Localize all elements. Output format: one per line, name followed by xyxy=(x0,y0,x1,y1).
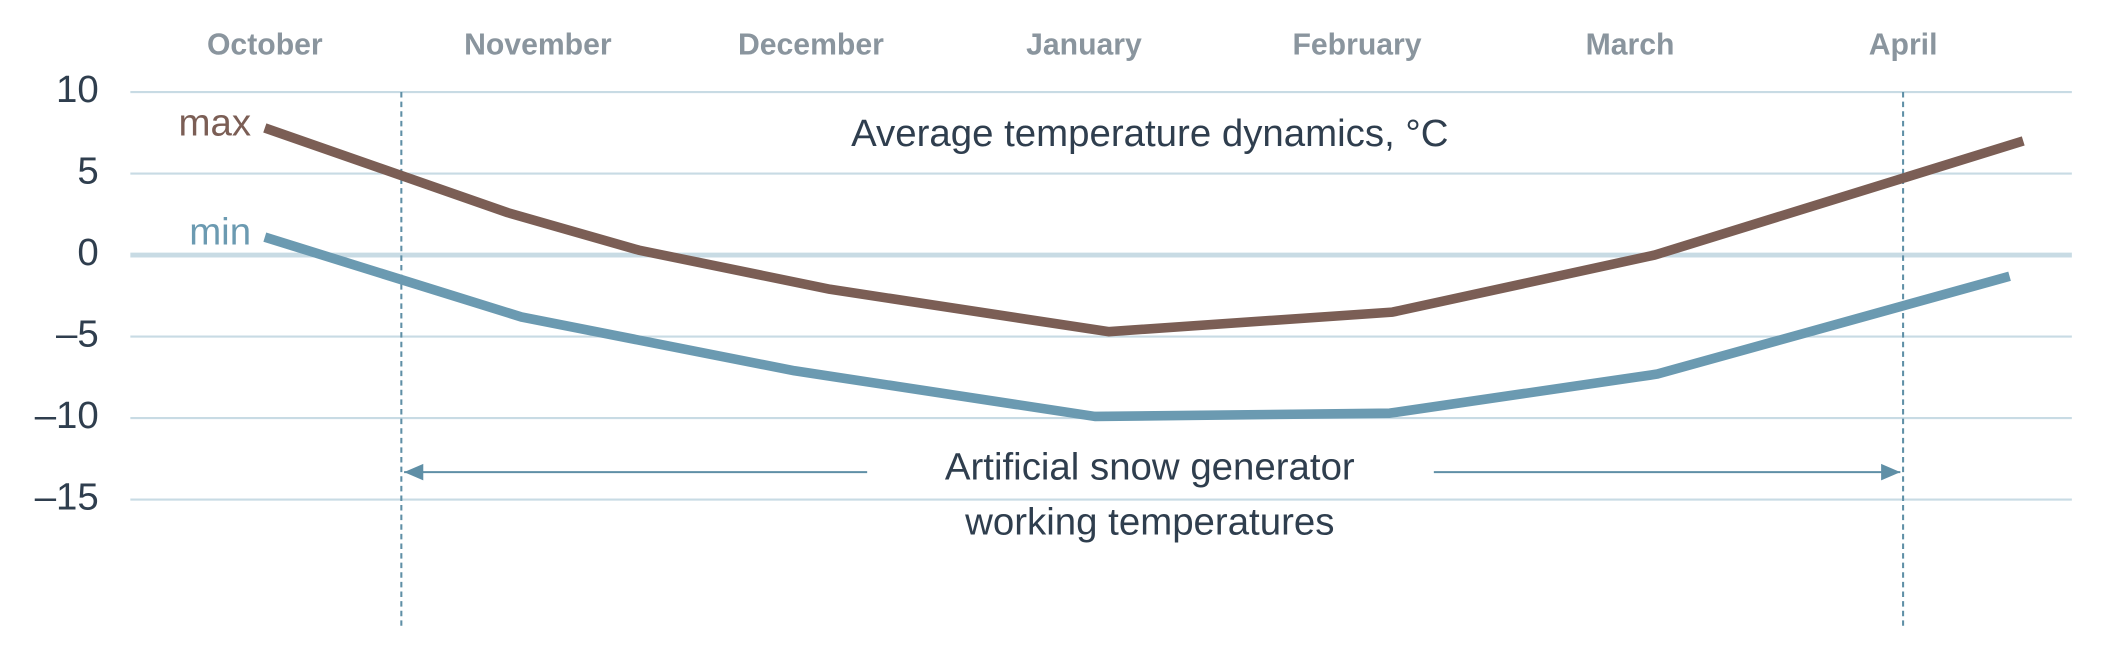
y-tick-label: –15 xyxy=(35,476,99,519)
annotation-text: Artificial snow generator xyxy=(945,446,1355,489)
y-tick-label: 0 xyxy=(77,231,98,274)
x-tick-label: February xyxy=(1292,29,1421,62)
y-tick-label: –10 xyxy=(35,394,99,437)
legend-label: min xyxy=(189,211,251,254)
y-tick-label: 10 xyxy=(56,68,99,111)
arrow-head xyxy=(1881,463,1901,481)
chart-title: Average temperature dynamics, °C xyxy=(851,112,1448,155)
line xyxy=(263,232,2011,422)
arrow-head xyxy=(404,463,424,481)
annotation-text: working temperatures xyxy=(964,500,1334,543)
line xyxy=(263,123,2025,337)
x-tick-label: October xyxy=(207,29,323,62)
y-tick-label: 5 xyxy=(77,150,98,193)
x-tick-label: January xyxy=(1026,29,1142,62)
x-tick-label: April xyxy=(1869,29,1938,62)
x-tick-label: November xyxy=(464,29,612,62)
x-tick-label: December xyxy=(738,29,884,62)
y-tick-label: –5 xyxy=(56,313,99,356)
x-tick-label: March xyxy=(1586,29,1675,62)
legend-label: max xyxy=(179,101,252,144)
